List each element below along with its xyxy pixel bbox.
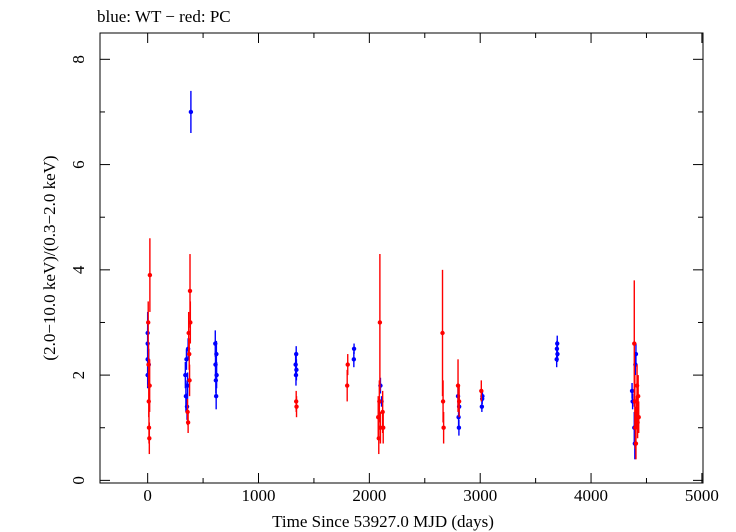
data-point: [351, 357, 357, 362]
data-point: [377, 399, 382, 404]
data-point: [214, 351, 219, 357]
x-tick-label: 3000: [463, 486, 497, 505]
data-point: [555, 341, 560, 346]
x-tick-label: 5000: [685, 486, 719, 505]
data-point: [479, 388, 484, 394]
y-tick-label: 6: [69, 160, 88, 169]
data-points: [145, 90, 641, 460]
data-point: [213, 378, 219, 383]
data-point: [381, 425, 386, 430]
data-point: [147, 272, 153, 278]
data-point: [351, 346, 357, 351]
y-tick-label: 8: [69, 55, 88, 64]
data-point: [554, 357, 559, 362]
x-tick-label: 0: [143, 486, 152, 505]
series-wt: [145, 90, 639, 460]
data-point: [147, 383, 152, 388]
data-point: [377, 320, 383, 325]
data-point: [633, 441, 639, 446]
data-point: [185, 383, 190, 388]
data-point: [456, 399, 462, 404]
data-point: [185, 420, 191, 425]
data-point: [188, 109, 194, 115]
data-point: [188, 320, 193, 325]
plot-frame: [99, 32, 704, 484]
data-point: [440, 330, 445, 336]
data-point: [294, 404, 299, 409]
data-point: [629, 388, 635, 394]
data-point: [479, 404, 485, 409]
data-point: [440, 399, 446, 404]
y-axis-label: (2.0−10.0 keV)/(0.3−2.0 keV): [40, 155, 59, 360]
x-tick-label: 1000: [242, 486, 276, 505]
data-point: [187, 378, 192, 383]
y-tick-label: 0: [69, 476, 88, 485]
data-point: [183, 372, 188, 378]
x-axis-ticks: 0 1000 2000 3000 4000 5000: [143, 33, 719, 505]
x-tick-label: 2000: [352, 486, 386, 505]
data-point: [344, 383, 350, 388]
data-point: [441, 425, 446, 430]
x-axis-label: Time Since 53927.0 MJD (days): [272, 512, 494, 531]
data-point: [635, 393, 641, 399]
data-point: [345, 362, 350, 367]
x-tick-label: 4000: [574, 486, 608, 505]
series-pc: [146, 238, 641, 460]
y-axis-ticks: 0 2 4 6 8: [69, 55, 703, 485]
data-point: [146, 320, 151, 325]
data-point: [214, 372, 219, 378]
data-point: [555, 351, 560, 357]
data-point: [632, 341, 637, 346]
data-point: [213, 393, 219, 399]
data-point: [293, 351, 299, 357]
data-point: [294, 367, 299, 373]
data-point: [187, 288, 193, 294]
y-tick-label: 4: [69, 265, 88, 274]
y-tick-label: 2: [69, 371, 88, 380]
data-point: [147, 436, 152, 441]
chart-title: blue: WT − red: PC: [97, 7, 231, 26]
data-point: [456, 425, 462, 430]
data-point: [187, 351, 192, 357]
data-point: [636, 415, 641, 420]
